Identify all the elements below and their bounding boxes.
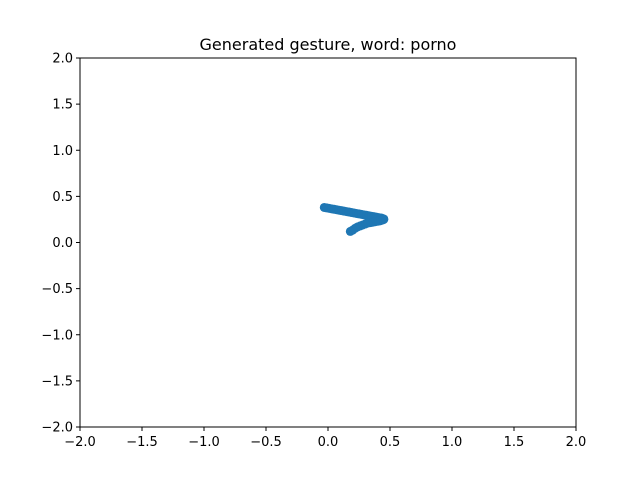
x-tick-label: 1.0 bbox=[442, 435, 463, 450]
x-tick-label: −0.5 bbox=[250, 435, 282, 450]
y-tick-label: 0.0 bbox=[52, 236, 73, 251]
scatter-points bbox=[319, 202, 389, 236]
y-tick-label: −0.5 bbox=[41, 282, 73, 297]
y-tick-label: −2.0 bbox=[41, 421, 73, 436]
chart-title: Generated gesture, word: porno bbox=[200, 35, 457, 54]
y-tick-label: 2.0 bbox=[52, 52, 73, 67]
x-tick-label: 1.5 bbox=[504, 435, 525, 450]
y-tick-label: −1.0 bbox=[41, 328, 73, 343]
x-tick-label: −1.0 bbox=[188, 435, 220, 450]
axes-ticks: −2.0 −1.5 −1.0 −0.5 0.0 0.5 1.0 1.5 2.0 −2.0 −1.5 −… bbox=[41, 52, 586, 451]
y-tick-label: 1.0 bbox=[52, 144, 73, 159]
x-tick-label: −1.5 bbox=[126, 435, 158, 450]
y-tick-label: −1.5 bbox=[41, 374, 73, 389]
y-tick-label: 0.5 bbox=[52, 190, 73, 205]
x-tick-label: −2.0 bbox=[64, 435, 96, 450]
x-tick-label: 2.0 bbox=[566, 435, 587, 450]
plot-frame bbox=[79, 57, 577, 428]
x-tick-label: 0.5 bbox=[380, 435, 401, 450]
x-tick-label: 0.0 bbox=[318, 435, 339, 450]
data-point bbox=[345, 226, 355, 236]
y-tick-label: 1.5 bbox=[52, 98, 73, 113]
